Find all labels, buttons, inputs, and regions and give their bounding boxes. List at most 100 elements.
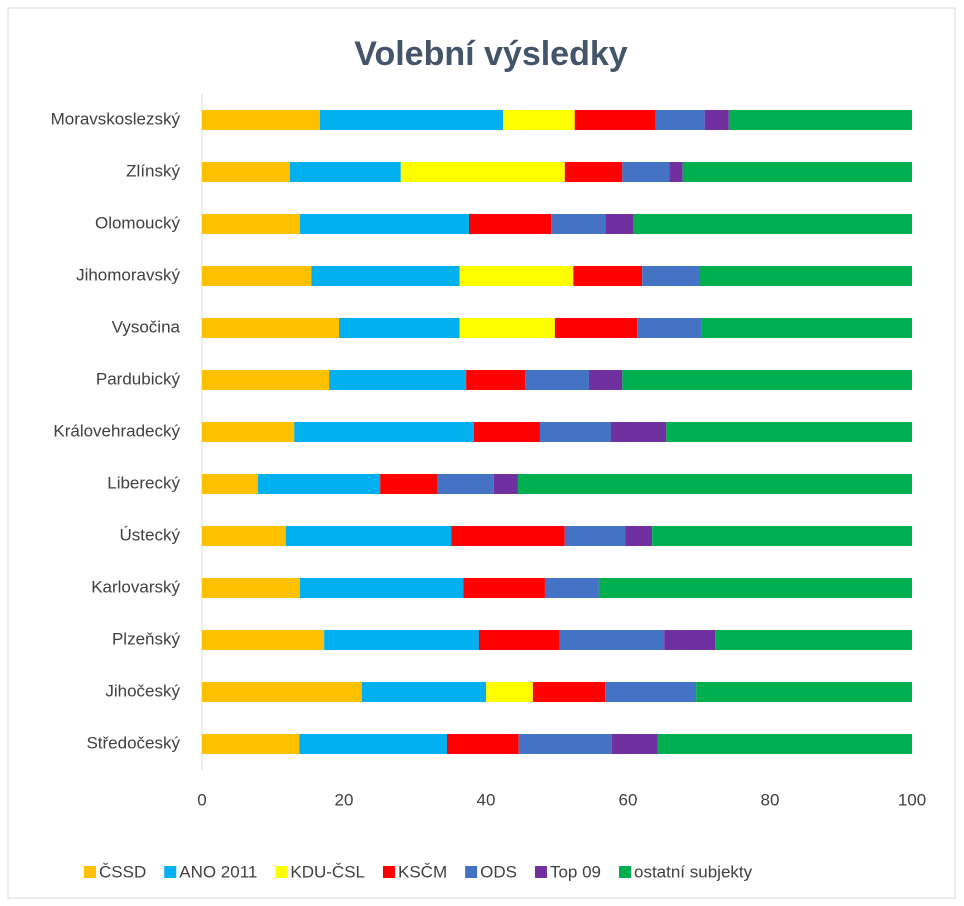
bar-segment xyxy=(324,630,479,650)
bar-segment xyxy=(202,318,340,338)
y-tick-label: Jihočeský xyxy=(105,681,180,700)
bar-segment xyxy=(451,526,565,546)
bar-segment xyxy=(704,110,729,130)
legend-label: KSČM xyxy=(398,862,447,881)
y-tick-label: Plzeňský xyxy=(112,629,181,648)
bar-segment xyxy=(559,630,665,650)
bar-segment xyxy=(699,266,912,286)
bar-segment xyxy=(666,422,912,442)
bar-segment xyxy=(622,162,670,182)
bar-segment xyxy=(400,162,565,182)
bar-segment xyxy=(573,266,643,286)
legend-swatch xyxy=(164,866,177,878)
bar-segment xyxy=(551,214,606,234)
legend-swatch xyxy=(619,866,631,878)
bar-segment xyxy=(652,526,912,546)
bar-segment xyxy=(294,422,474,442)
bar-segment xyxy=(664,630,716,650)
y-tick-label: Olomoucký xyxy=(95,213,181,232)
bar-segment xyxy=(503,110,575,130)
y-tick-label: Liberecký xyxy=(107,473,180,492)
chart-border xyxy=(7,7,956,899)
bar-segment xyxy=(564,526,626,546)
bar-segment xyxy=(329,370,467,390)
y-tick-label: Královehradecký xyxy=(53,421,180,440)
bar-segment xyxy=(446,734,519,754)
bar-segment xyxy=(622,370,912,390)
bar-segment xyxy=(202,370,330,390)
bar-segment xyxy=(437,474,494,494)
bar-segment xyxy=(202,526,286,546)
y-tick-label: Jihomoravský xyxy=(76,265,180,284)
bar-segment xyxy=(290,162,401,182)
bar-segment xyxy=(657,734,912,754)
y-tick-label: Karlovarský xyxy=(91,577,180,596)
bar-segment xyxy=(361,682,486,702)
bar-segment xyxy=(202,474,259,494)
bar-segment xyxy=(532,682,606,702)
x-tick-label: 80 xyxy=(761,790,780,809)
bar-segment xyxy=(202,110,320,130)
bar-segment xyxy=(202,214,300,234)
legend-swatch xyxy=(275,866,288,878)
y-tick-label: Zlínský xyxy=(126,161,180,180)
bar-segment xyxy=(701,318,912,338)
bar-segment xyxy=(380,474,438,494)
x-tick-label: 0 xyxy=(197,790,206,809)
legend-label: ODS xyxy=(480,862,517,881)
bar-segment xyxy=(202,578,300,598)
bar-segment xyxy=(202,682,362,702)
bar-segment xyxy=(202,630,325,650)
bar-segment xyxy=(655,110,705,130)
legend-label: Top 09 xyxy=(550,862,601,881)
y-tick-label: Moravskoslezský xyxy=(51,109,181,128)
bar-segment xyxy=(459,318,555,338)
bar-segment xyxy=(299,578,464,598)
x-tick-label: 40 xyxy=(477,790,496,809)
bar-segment xyxy=(715,630,912,650)
bar-segment xyxy=(518,734,612,754)
bar-segment xyxy=(610,422,667,442)
legend-label: ČSSD xyxy=(99,862,146,881)
bar-segment xyxy=(459,266,574,286)
bar-segment xyxy=(554,318,638,338)
legend-swatch xyxy=(534,866,547,878)
bar-segment xyxy=(486,682,533,702)
bar-segment xyxy=(539,422,611,442)
bar-segment xyxy=(564,162,623,182)
bar-segment xyxy=(311,266,460,286)
bar-segment xyxy=(633,214,912,234)
bar-segment xyxy=(202,162,291,182)
legend-label: ostatní subjekty xyxy=(634,862,753,881)
bar-segment xyxy=(466,370,526,390)
chart-title: Volební výsledky xyxy=(354,35,627,73)
y-tick-label: Středočeský xyxy=(86,733,180,752)
bar-segment xyxy=(696,682,912,702)
y-tick-label: Ústecký xyxy=(120,525,181,544)
bar-segment xyxy=(285,526,452,546)
bar-segment xyxy=(682,162,912,182)
x-tick-label: 60 xyxy=(619,790,638,809)
bar-segment xyxy=(605,682,697,702)
bar-segment xyxy=(473,422,540,442)
y-tick-label: Pardubický xyxy=(96,369,181,388)
bar-segment xyxy=(598,578,912,598)
legend-swatch xyxy=(84,866,96,878)
bar-segment xyxy=(319,110,504,130)
y-tick-label: Vysočina xyxy=(112,317,181,336)
bar-segment xyxy=(299,214,469,234)
legend-swatch xyxy=(382,866,395,878)
bar-segment xyxy=(642,266,699,286)
bar-segment xyxy=(258,474,381,494)
bar-segment xyxy=(588,370,623,390)
bar-segment xyxy=(468,214,552,234)
x-tick-label: 20 xyxy=(335,790,354,809)
bar-segment xyxy=(574,110,656,130)
x-tick-label: 100 xyxy=(898,790,926,809)
legend-swatch xyxy=(465,866,478,878)
bar-segment xyxy=(525,370,589,390)
bar-segment xyxy=(202,266,312,286)
bar-segment xyxy=(728,110,912,130)
legend-label: ANO 2011 xyxy=(179,862,257,881)
